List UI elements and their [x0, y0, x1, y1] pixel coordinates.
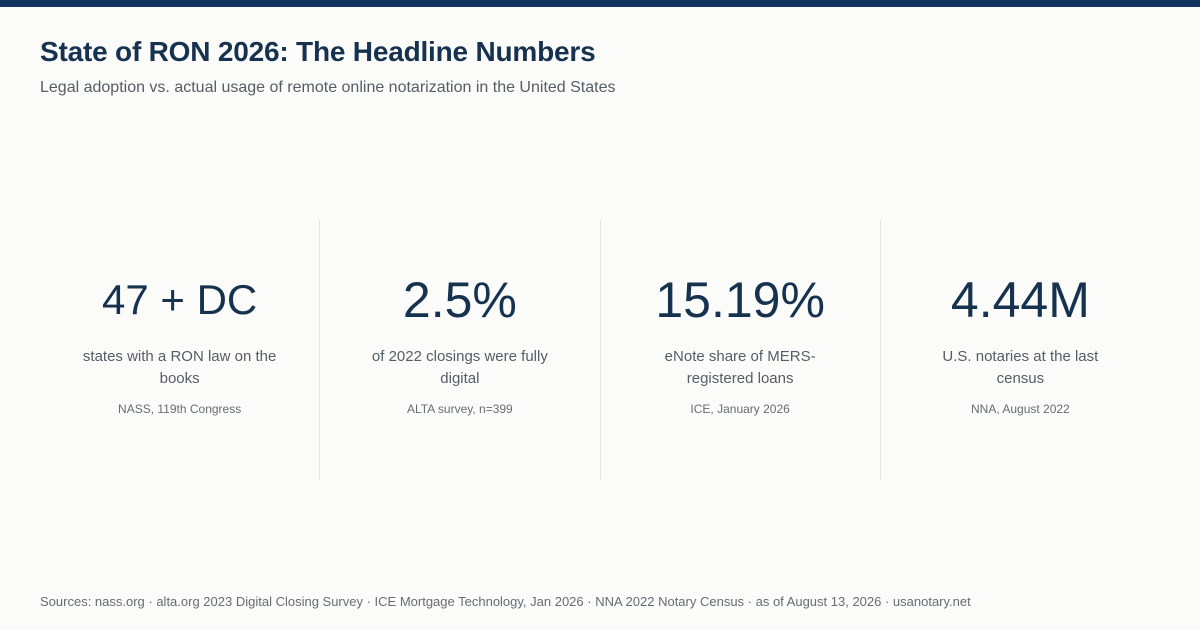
stat-value: 4.44M	[950, 272, 1090, 328]
stat-value: 15.19%	[655, 272, 825, 328]
stat-notary-count: 4.44M U.S. notaries at the last census N…	[879, 220, 1160, 480]
stat-value: 47 + DC	[102, 276, 258, 323]
top-accent-bar	[0, 0, 1200, 7]
sources-footer: Sources: nass.org · alta.org 2023 Digita…	[40, 594, 971, 609]
stat-ron-law-states: 47 + DC states with a RON law on the boo…	[40, 220, 319, 480]
stat-source: ALTA survey, n=399	[407, 402, 513, 416]
stats-row: 47 + DC states with a RON law on the boo…	[40, 220, 1160, 480]
stat-source: NASS, 119th Congress	[118, 402, 242, 416]
stat-source: NNA, August 2022	[971, 402, 1070, 416]
stat-label: states with a RON law on the books	[82, 348, 277, 387]
stat-label: eNote share of MERS-registered loans	[664, 348, 816, 387]
page-title: State of RON 2026: The Headline Numbers	[40, 36, 596, 67]
stat-label: U.S. notaries at the last census	[942, 348, 1099, 387]
stat-value: 2.5%	[402, 272, 517, 328]
stat-digital-closings: 2.5% of 2022 closings were fully digital…	[319, 220, 599, 480]
stat-enote-share: 15.19% eNote share of MERS-registered lo…	[599, 220, 880, 480]
stat-label: of 2022 closings were fully digital	[371, 348, 548, 387]
stat-source: ICE, January 2026	[690, 402, 790, 416]
page-subtitle: Legal adoption vs. actual usage of remot…	[40, 79, 616, 96]
